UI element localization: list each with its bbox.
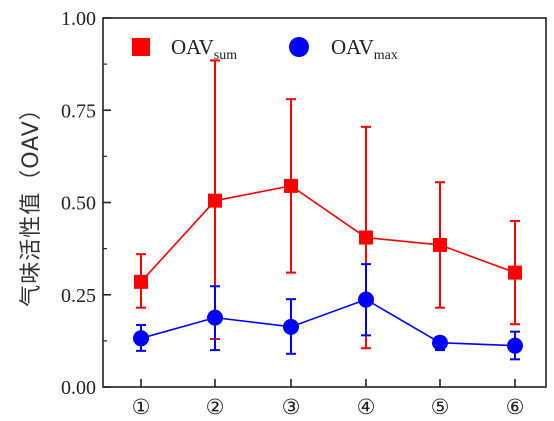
x-tick-label: ⑥ — [506, 395, 525, 419]
y-axis-label: 气味活性值（OAV） — [19, 97, 44, 307]
data-point-square — [284, 178, 298, 193]
y-tick-label: 0.00 — [61, 377, 96, 399]
data-point-circle — [507, 337, 523, 354]
x-tick-label: ② — [206, 395, 225, 419]
data-point-circle — [207, 309, 223, 326]
x-tick-label: ⑤ — [431, 395, 450, 419]
data-point-square — [433, 237, 447, 252]
series-line — [140, 185, 516, 283]
data-point-square — [508, 265, 522, 280]
data-point-circle — [283, 318, 299, 335]
data-point-circle — [432, 334, 448, 351]
x-tick-label: ① — [132, 395, 151, 419]
legend-label-sum: OAVsum — [171, 35, 237, 63]
y-tick-label: 0.25 — [61, 285, 96, 307]
y-tick-label: 0.50 — [61, 193, 96, 215]
legend: OAVsum OAVmax — [132, 35, 398, 63]
data-point-square — [208, 193, 222, 208]
series-line — [140, 298, 516, 347]
series-sum — [134, 59, 522, 350]
data-point-circle — [133, 330, 149, 347]
data-point-square — [359, 230, 373, 245]
y-tick-label: 1.00 — [61, 8, 96, 30]
x-tick-label: ④ — [357, 395, 376, 419]
x-tick-label: ③ — [282, 395, 301, 419]
plot-frame — [102, 17, 547, 388]
legend-label-max: OAVmax — [331, 35, 398, 63]
legend-marker-sum — [132, 38, 150, 56]
data-point-square — [134, 274, 148, 289]
series-max — [133, 263, 523, 361]
y-tick-label: 0.75 — [61, 100, 96, 122]
series-layer — [133, 59, 523, 361]
data-point-circle — [358, 291, 374, 308]
axes: 0.00 0.25 0.50 0.75 1.00 ① ② ③ ④ ⑤ ⑥ — [61, 8, 547, 419]
legend-marker-max — [289, 37, 309, 57]
